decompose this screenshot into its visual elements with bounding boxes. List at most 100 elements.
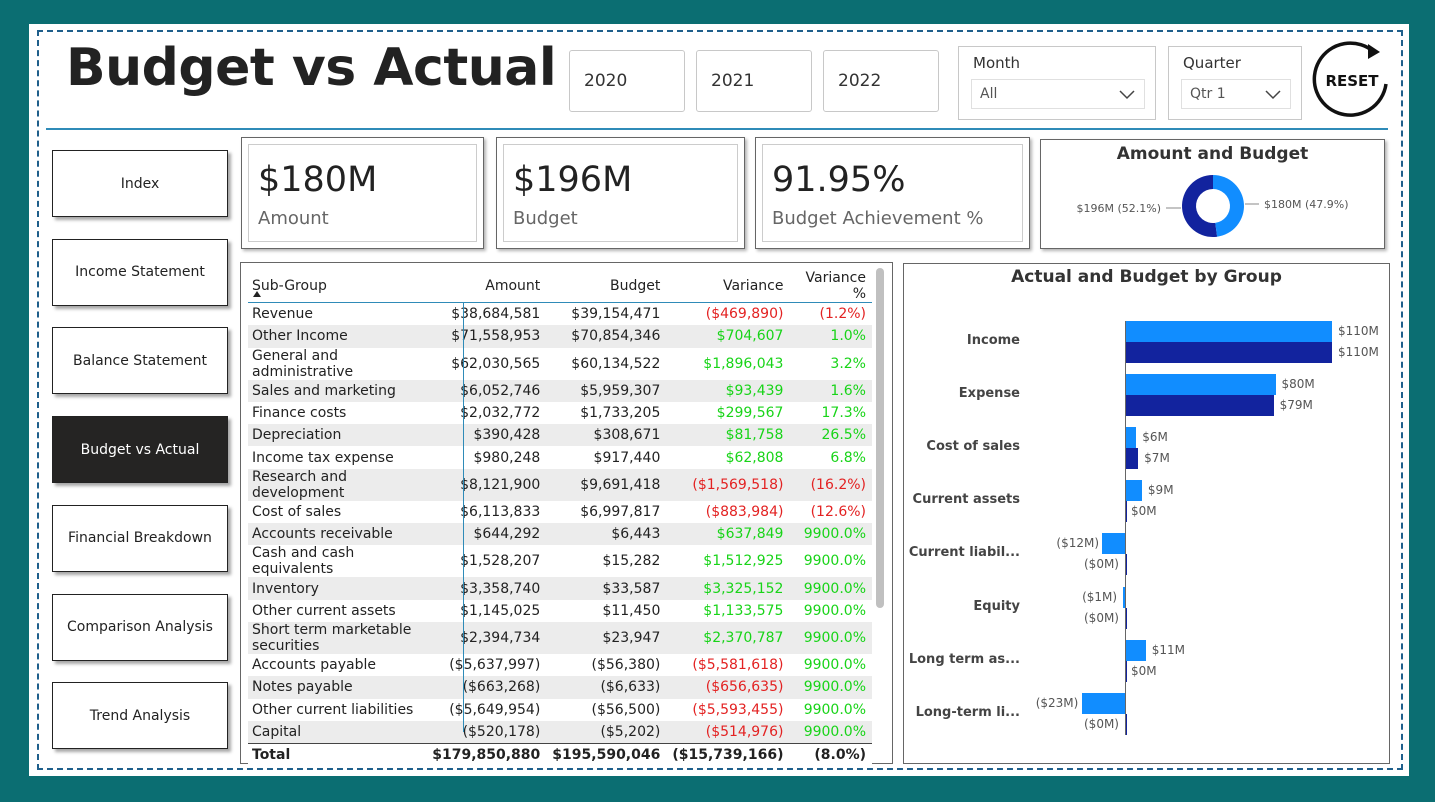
reset-button[interactable]: RESET xyxy=(1312,38,1394,120)
quarter-dropdown[interactable]: Qtr 1 xyxy=(1181,79,1291,109)
reset-arrow-icon xyxy=(1368,44,1380,59)
table-row: Short term marketable securities $2,394,7… xyxy=(248,621,872,654)
column-header[interactable]: Budget xyxy=(610,278,661,294)
table-scrollbar[interactable] xyxy=(876,268,884,608)
table-row: Cost of sales $6,113,833 $6,997,817 ($883,9… xyxy=(248,501,872,523)
table-cell: 9900.0% xyxy=(803,629,866,646)
table-cell: ($6,633) xyxy=(600,679,661,696)
table-cell: $81,758 xyxy=(725,427,784,444)
table-cell: ($56,380) xyxy=(591,657,661,674)
table-cell: 9900.0% xyxy=(803,553,866,570)
table-cell: 9900.0% xyxy=(803,526,866,543)
table-cell: ($5,649,954) xyxy=(449,701,541,718)
total-cell: Total xyxy=(248,743,427,767)
column-header[interactable]: Variance xyxy=(722,278,784,294)
table-cell: $6,052,746 xyxy=(460,382,541,399)
table-row: Other current liabilities ($5,649,954) ($5… xyxy=(248,699,872,721)
donut-chart: $196M (52.1%) $180M (47.9%) xyxy=(1076,175,1349,238)
table-cell: $15,282 xyxy=(602,553,661,570)
table-cell: $980,248 xyxy=(473,449,541,466)
table-cell: $2,370,787 xyxy=(703,629,784,646)
kpi-value-budget: $196M xyxy=(513,160,633,200)
year-2022-button[interactable]: 2022 xyxy=(823,50,939,112)
nav-button-financial-breakdown[interactable]: Financial Breakdown xyxy=(52,504,228,572)
table-row: Revenue $38,684,581 $39,154,471 ($469,890) (… xyxy=(248,303,872,326)
table-cell: $1,528,207 xyxy=(460,553,541,570)
table-cell: (16.2%) xyxy=(810,476,866,493)
bar-chart-title: Actual and Budget by Group xyxy=(1011,267,1282,287)
header-divider xyxy=(46,128,1388,130)
month-dropdown-value: All xyxy=(980,86,998,102)
table-cell: $93,439 xyxy=(725,382,784,399)
table-cell: Accounts receivable xyxy=(252,526,393,543)
table-row: Sales and marketing $6,052,746 $5,959,307 $… xyxy=(248,379,872,402)
column-header[interactable]: Amount xyxy=(485,278,541,294)
table-cell: $1,896,043 xyxy=(703,355,784,372)
table-cell: Notes payable xyxy=(252,679,353,696)
kpi-label-achievement: Budget Achievement % xyxy=(772,208,984,229)
table-cell: 6.8% xyxy=(830,449,866,466)
table-cell: ($469,890) xyxy=(705,306,784,323)
total-cell: (8.0%) xyxy=(789,743,872,767)
nav-button-balance-statement[interactable]: Balance Statement xyxy=(52,327,228,395)
table-cell: $23,947 xyxy=(602,629,661,646)
kpi-label-amount: Amount xyxy=(258,208,329,229)
year-2020-button[interactable]: 2020 xyxy=(569,50,685,112)
reset-label: RESET xyxy=(1325,72,1379,90)
nav-button-budget-vs-actual[interactable]: Budget vs Actual xyxy=(52,416,228,484)
group-bar-chart-panel: Actual and Budget by Group xyxy=(903,263,1390,764)
table-cell: $1,512,925 xyxy=(703,553,784,570)
table-cell: General and administrative xyxy=(252,347,354,380)
subgroup-table-panel xyxy=(240,262,893,764)
donut-slice-budget[interactable] xyxy=(1182,175,1218,238)
month-slicer: Month All xyxy=(958,46,1156,120)
reset-arc-icon xyxy=(1312,41,1388,117)
kpi-label-budget: Budget xyxy=(513,208,578,229)
table-cell: Other current liabilities xyxy=(252,701,414,718)
table-cell: ($5,202) xyxy=(600,724,661,740)
year-2021-button[interactable]: 2021 xyxy=(696,50,812,112)
nav-button-comparison-analysis[interactable]: Comparison Analysis xyxy=(52,593,228,661)
table-cell: $6,113,833 xyxy=(460,503,541,520)
quarter-slicer-label: Quarter xyxy=(1183,54,1241,72)
nav-button-trend-analysis[interactable]: Trend Analysis xyxy=(52,682,228,750)
total-cell: $179,850,880 xyxy=(426,743,547,767)
table-row: Cash and cash equivalents $1,528,207 $15,2… xyxy=(248,545,872,577)
month-dropdown[interactable]: All xyxy=(971,79,1145,109)
chevron-down-icon xyxy=(1119,90,1135,100)
sort-ascending-icon xyxy=(253,291,261,297)
total-cell: ($15,739,166) xyxy=(666,743,790,767)
table-cell: ($1,569,518) xyxy=(692,476,784,493)
table-cell: $308,671 xyxy=(593,427,661,444)
table-cell: Cost of sales xyxy=(252,503,342,520)
table-cell: Depreciation xyxy=(252,427,342,444)
chevron-down-icon xyxy=(1265,90,1281,100)
table-cell: $1,733,205 xyxy=(580,405,661,422)
table-cell: Capital xyxy=(252,724,302,740)
donut-chart-panel: Amount and Budget $196M (52.1%) $180M (4… xyxy=(1040,139,1385,249)
table-cell: $62,808 xyxy=(725,449,784,466)
table-cell: ($520,178) xyxy=(462,724,541,740)
table-cell: 9900.0% xyxy=(803,701,866,718)
nav-button-index[interactable]: Index xyxy=(52,150,228,217)
donut-label-amount: $180M (47.9%) xyxy=(1264,198,1349,211)
table-cell: $60,134,522 xyxy=(571,355,661,372)
table-cell: $1,145,025 xyxy=(460,602,541,619)
column-header[interactable]: Variance % xyxy=(805,270,866,302)
nav-button-income-statement[interactable]: Income Statement xyxy=(52,238,228,306)
table-cell: 9900.0% xyxy=(803,724,866,740)
table-cell: Inventory xyxy=(252,580,319,597)
donut-label-budget: $196M (52.1%) xyxy=(1076,202,1161,215)
table-row: Capital ($520,178) ($5,202) ($514,976) 9900.… xyxy=(248,720,872,744)
table-cell: 9900.0% xyxy=(803,679,866,696)
table-row: Other current assets $1,145,025 $11,450 $1,… xyxy=(248,600,872,622)
quarter-dropdown-value: Qtr 1 xyxy=(1190,86,1226,102)
donut-slice-amount[interactable] xyxy=(1213,175,1244,237)
table-cell: 9900.0% xyxy=(803,580,866,597)
column-header[interactable]: Sub-Group xyxy=(252,278,327,294)
table-cell: ($5,637,997) xyxy=(449,657,541,674)
subgroup-table: Sub-Group Amount Budget Variance Variance % … xyxy=(248,270,872,767)
table-cell: $299,567 xyxy=(716,405,784,422)
table-cell: Short term marketable securities xyxy=(252,621,412,654)
table-cell: 3.2% xyxy=(830,355,866,372)
